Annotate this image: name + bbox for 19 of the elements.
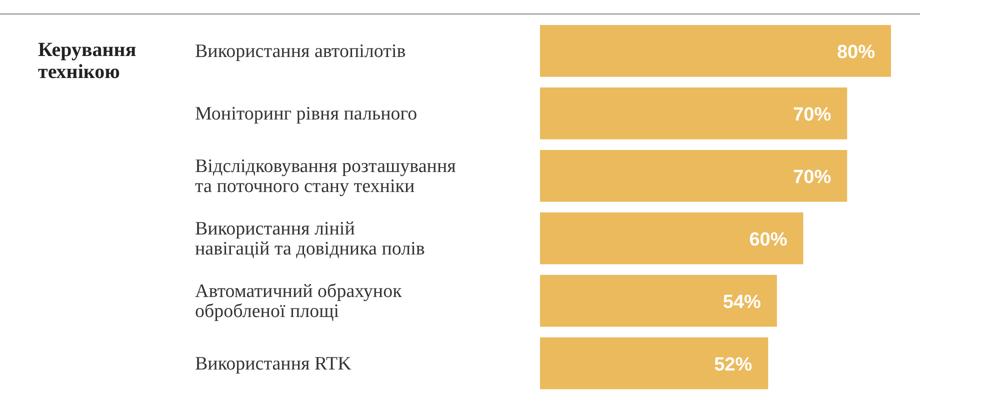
data-label: 70% (793, 166, 832, 188)
data-label: 54% (722, 292, 762, 313)
bar (540, 150, 848, 202)
bar (540, 274, 777, 327)
text: Керування технікою (38, 39, 136, 83)
y-tick-label: Використання автопілотів (195, 40, 406, 62)
y-tick-label: Використання ліній навігацій та довідника полів (195, 218, 425, 260)
bar (540, 337, 768, 390)
data-label: 70% (793, 104, 832, 126)
data-label: 52% (714, 354, 752, 376)
data-label: 60% (749, 229, 788, 250)
bar (540, 87, 848, 140)
data-label: 80% (836, 42, 876, 63)
y-tick-label: Відслідковування розташування та поточного стану техніки (195, 156, 456, 197)
bar (540, 25, 891, 77)
y-tick-label: Використання RTK (195, 353, 352, 374)
y-tick-label: Моніторинг рівня пального (195, 103, 418, 124)
bar (540, 212, 804, 264)
y-tick-label: Автоматичний обрахунок обробленої площі (195, 280, 403, 322)
